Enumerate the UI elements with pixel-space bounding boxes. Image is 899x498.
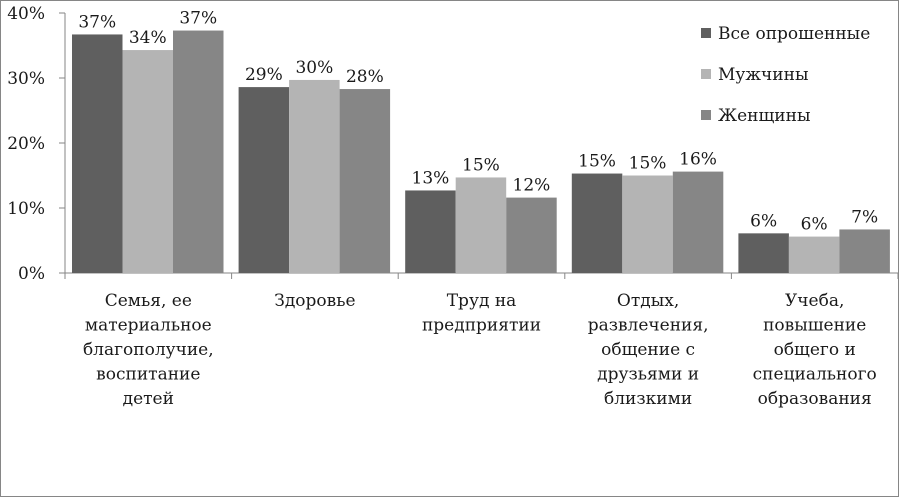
category-label: Семья, ее материальное благополучие, воспит… xyxy=(83,291,214,409)
bar xyxy=(238,87,290,273)
y-tick-label: 30% xyxy=(7,69,45,89)
bar xyxy=(455,177,507,273)
category-label-line: Отдых, xyxy=(617,291,679,311)
legend-label: Все опрошенные xyxy=(718,24,870,44)
category-label-line: детей xyxy=(123,389,174,409)
bar xyxy=(506,197,557,273)
category-label-line: Труд на xyxy=(447,291,517,311)
category-label: Здоровье xyxy=(274,291,355,311)
bar xyxy=(672,171,724,273)
data-label: 37% xyxy=(179,9,217,29)
category-label-line: воспитание xyxy=(96,365,200,385)
category-label-line: близкими xyxy=(604,389,692,409)
category-label-line: общение с xyxy=(601,340,695,360)
bar xyxy=(173,30,224,273)
bar xyxy=(405,190,456,273)
data-label: 7% xyxy=(851,207,878,227)
data-label: 12% xyxy=(513,176,551,196)
category-label-line: специального xyxy=(753,365,877,385)
legend-swatch xyxy=(701,28,711,38)
data-label: 13% xyxy=(412,168,450,188)
data-label: 15% xyxy=(629,154,667,174)
bar xyxy=(339,89,391,273)
category-label-line: Здоровье xyxy=(274,291,355,311)
data-label: 6% xyxy=(750,211,777,231)
category-label-line: друзьями и xyxy=(597,365,699,385)
category-label-line: Учеба, xyxy=(785,291,844,311)
data-label: 6% xyxy=(801,215,828,235)
category-label-line: общего и xyxy=(774,340,856,360)
category-label-line: благополучие, xyxy=(83,340,214,360)
category-label-line: материальное xyxy=(85,316,212,336)
bar xyxy=(571,173,623,273)
category-label: Учеба, повышение общего и специального образ… xyxy=(753,291,877,409)
data-label: 15% xyxy=(462,155,500,175)
bar xyxy=(72,34,123,274)
category-label-line: образования xyxy=(758,389,872,409)
data-label: 30% xyxy=(295,58,333,78)
legend-label: Мужчины xyxy=(718,65,808,85)
category-label-line: повышение xyxy=(763,316,866,336)
y-tick-label: 20% xyxy=(7,134,45,154)
bar xyxy=(839,229,890,273)
category-label-line: развлечения, xyxy=(588,316,709,336)
y-tick-label: 40% xyxy=(7,4,45,24)
legend-swatch xyxy=(701,110,711,120)
category-label-line: предприятии xyxy=(422,316,541,336)
category-label: Труд на предприятии xyxy=(422,291,541,336)
data-label: 28% xyxy=(346,67,384,87)
bar xyxy=(122,50,173,273)
category-label: Отдых, развлечения, общение с друзьями и бли… xyxy=(588,291,709,409)
data-label: 16% xyxy=(679,150,717,170)
data-label: 29% xyxy=(245,65,283,85)
bar xyxy=(622,175,673,273)
y-tick-label: 0% xyxy=(18,264,45,284)
bar xyxy=(289,79,340,273)
data-label: 15% xyxy=(578,152,616,172)
bar xyxy=(788,236,840,273)
legend-swatch xyxy=(701,69,711,79)
legend-label: Женщины xyxy=(718,106,811,126)
data-label: 34% xyxy=(129,28,167,48)
data-label: 37% xyxy=(78,12,116,32)
y-tick-label: 10% xyxy=(7,199,45,219)
bar xyxy=(738,233,789,273)
category-label-line: Семья, ее xyxy=(105,291,192,311)
